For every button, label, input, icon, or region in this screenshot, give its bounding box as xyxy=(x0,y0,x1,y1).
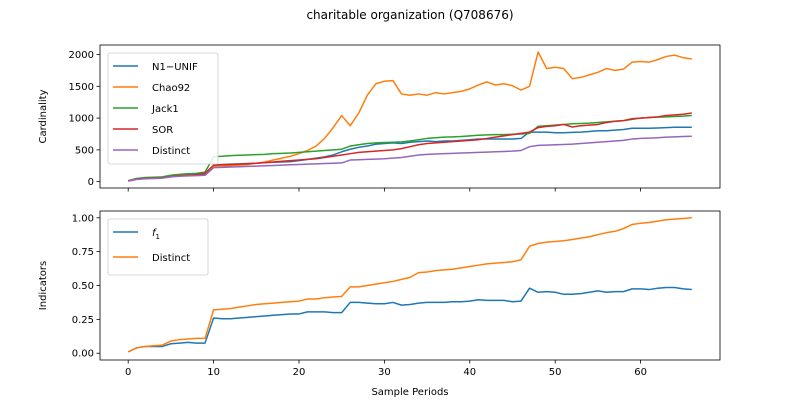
x-axis-label: Sample Periods xyxy=(371,387,448,398)
x-tick-label: 20 xyxy=(293,367,306,378)
y-tick-label: 0.00 xyxy=(72,349,94,360)
axes-frame xyxy=(99,44,721,189)
legend-box xyxy=(107,52,219,165)
x-tick-label: 30 xyxy=(378,367,391,378)
series-line-0-3 xyxy=(128,112,692,182)
series-line-0-2 xyxy=(127,114,692,182)
x-tick-label: 0 xyxy=(125,367,131,378)
series-line-0-1 xyxy=(128,51,692,182)
series-line-0-4 xyxy=(128,135,692,182)
x-tick-label: 10 xyxy=(207,367,220,378)
legend-label: f1 xyxy=(152,228,160,241)
legend-label: SOR xyxy=(152,125,173,136)
legend-label: Distinct xyxy=(152,253,190,264)
y-axis-label: Indicators xyxy=(38,261,49,310)
chart-title: charitable organization (Q708676) xyxy=(306,8,513,22)
y-tick-label: 0.25 xyxy=(72,315,94,326)
legend-box xyxy=(107,218,209,276)
panel-indicators: 0 10 20 30 40 50 60 0.00 0.25 0.50 0.75 1.00 Indicat… xyxy=(38,210,721,398)
legend-label: N1−UNIF xyxy=(152,62,198,73)
x-tick-label: 50 xyxy=(549,367,562,378)
y-tick-label: 0.75 xyxy=(72,247,94,258)
y-tick-label: 500 xyxy=(75,145,94,156)
legend-label: Chao92 xyxy=(152,83,190,94)
series-line-1-0 xyxy=(127,286,692,353)
x-tick-label: 60 xyxy=(634,367,647,378)
x-tick-label: 40 xyxy=(463,367,476,378)
y-axis-label: Cardinality xyxy=(38,89,49,143)
y-tick-label: 2000 xyxy=(69,50,94,61)
legend-label: Jack1 xyxy=(151,104,179,115)
y-tick-label: 0.50 xyxy=(72,281,94,292)
y-tick-label: 0 xyxy=(88,177,94,188)
legend-label: Distinct xyxy=(152,146,190,157)
panel-cardinality: 0 500 1000 1500 2000 Cardinality N1−UNIF Chao92… xyxy=(38,44,721,192)
y-tick-label: 1500 xyxy=(69,82,94,93)
series-line-1-1 xyxy=(127,217,692,353)
y-tick-label: 1000 xyxy=(69,114,94,125)
y-tick-label: 1.00 xyxy=(72,213,94,224)
